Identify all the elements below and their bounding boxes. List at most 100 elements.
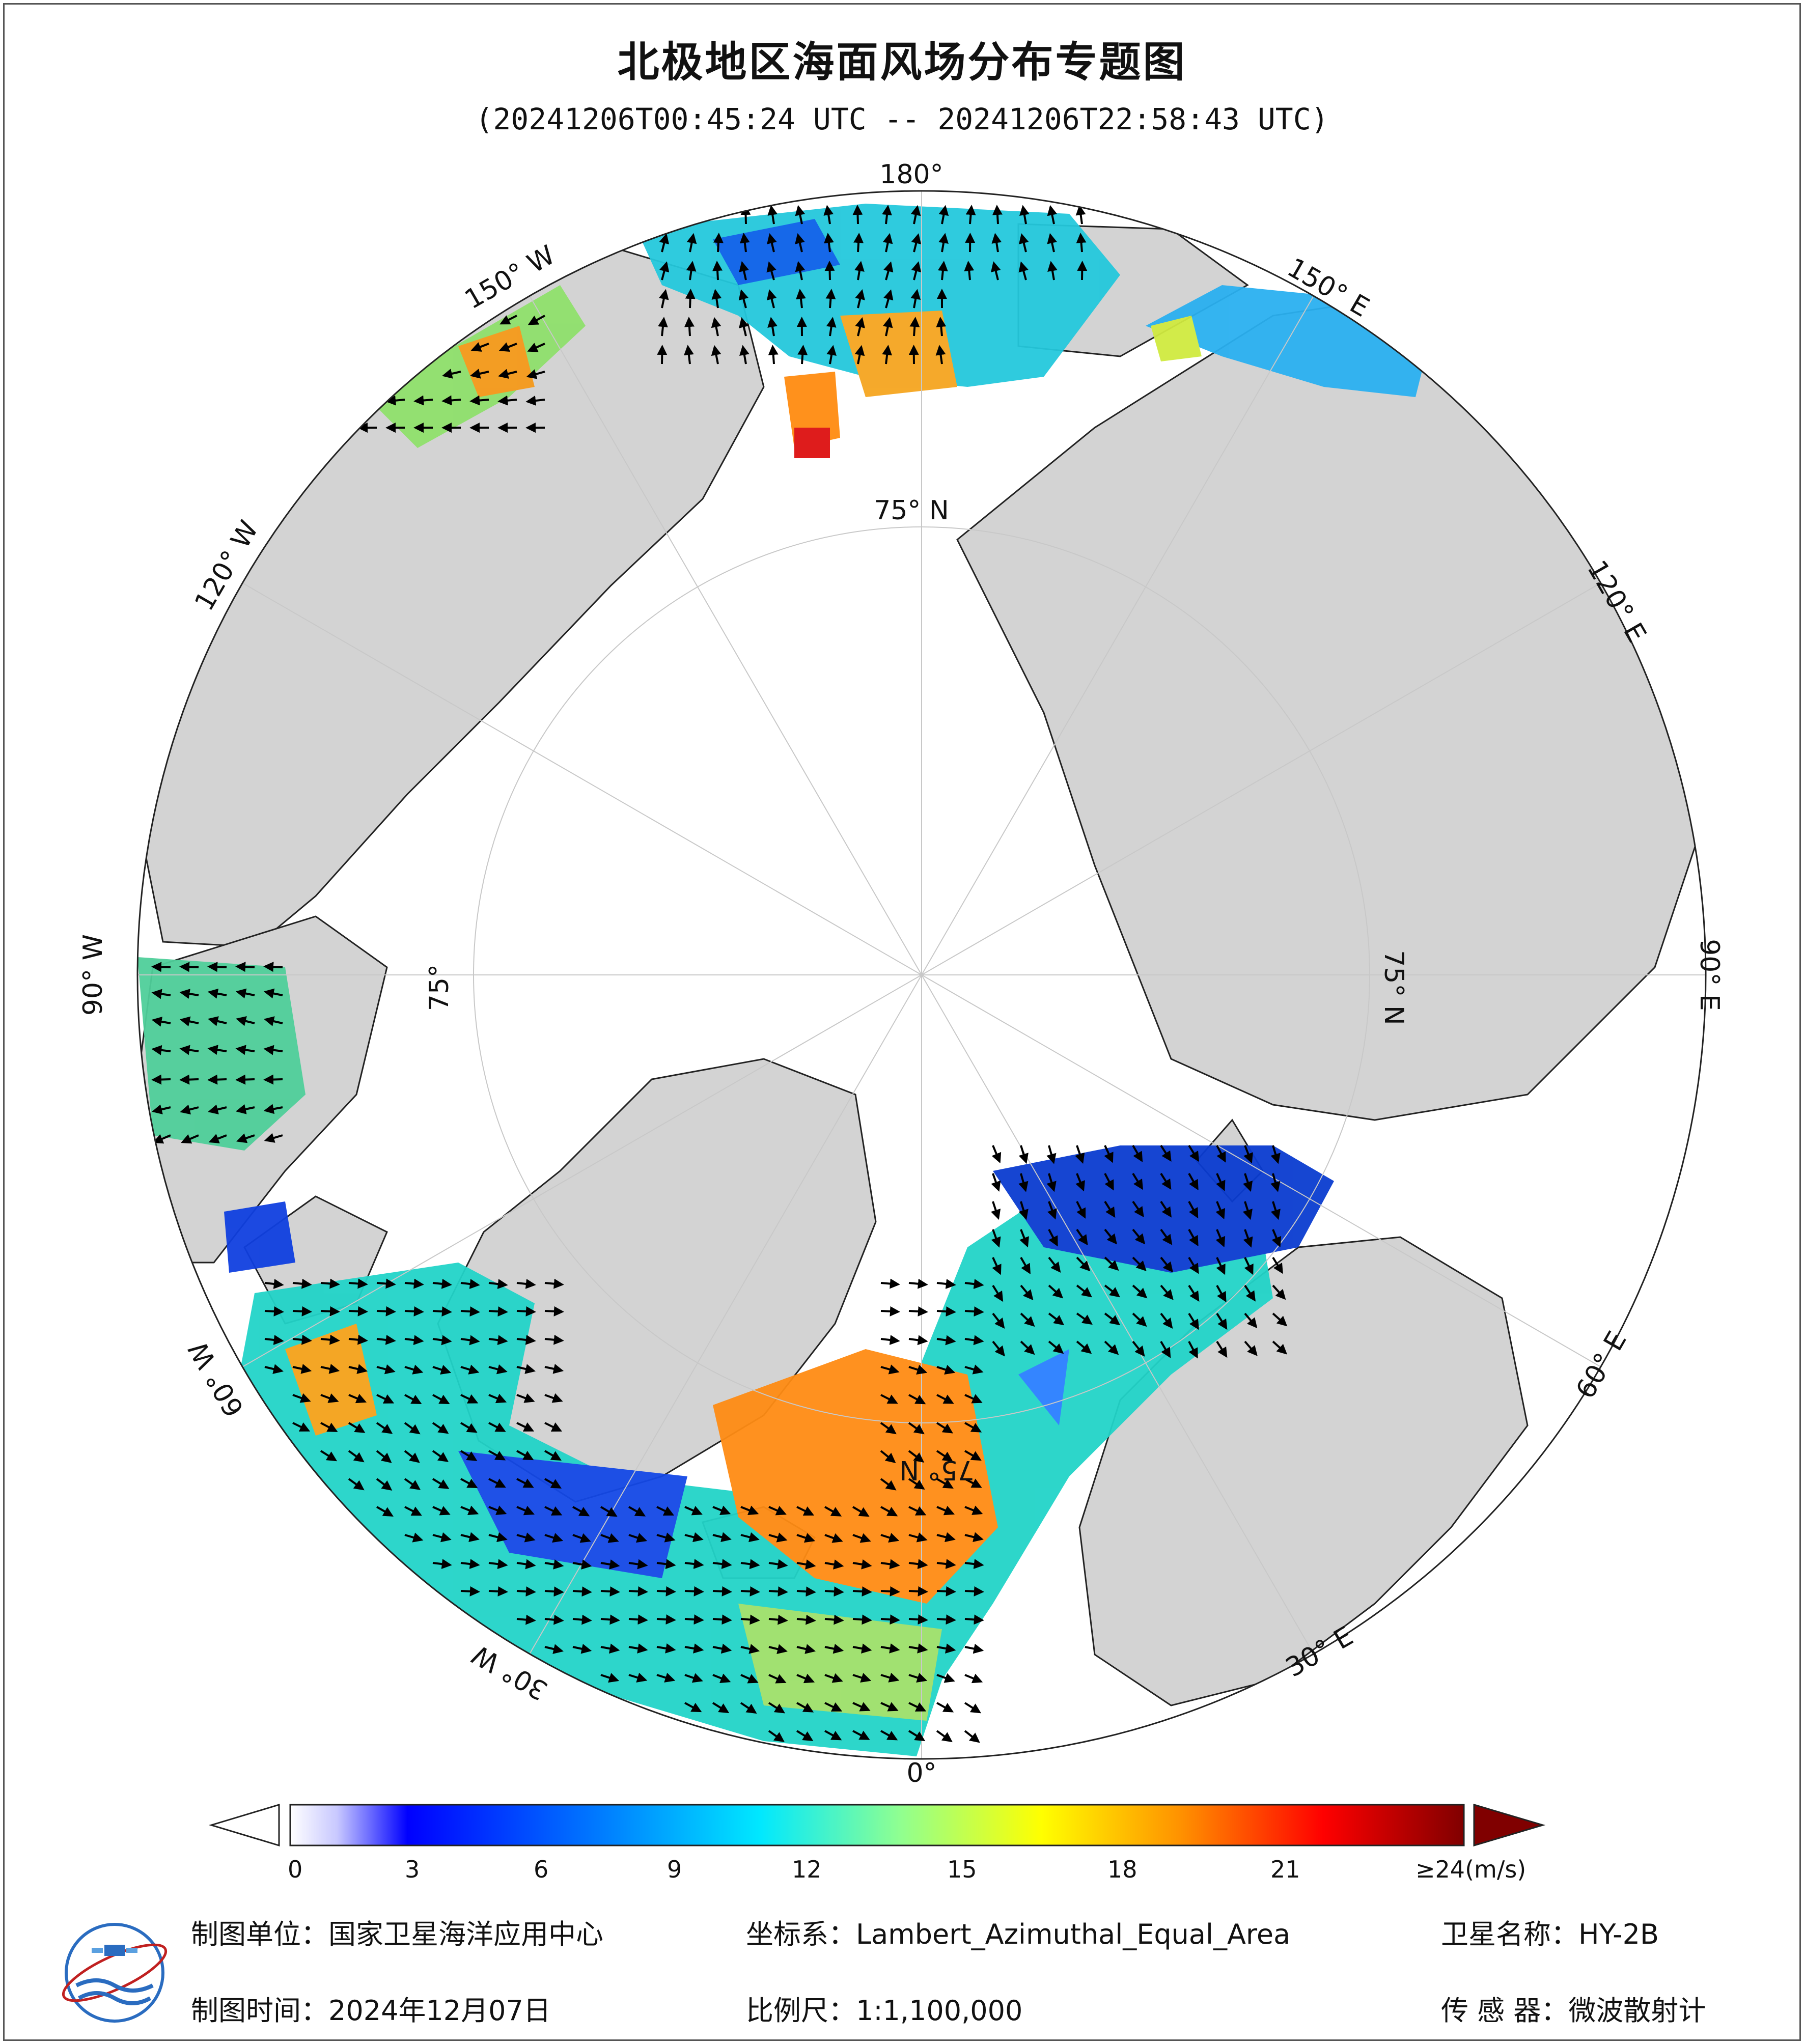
wind-arrow <box>824 1730 842 1741</box>
cb-tick-15: 15 <box>947 1856 977 1883</box>
wind-arrow <box>686 261 697 281</box>
lat-label-75n-top: 75° N <box>874 495 949 526</box>
cb-tick-0: 0 <box>288 1856 303 1883</box>
wind-arrow <box>488 1450 506 1461</box>
wind-arrow <box>656 1586 676 1597</box>
wind-arrow <box>768 1730 785 1743</box>
wind-arrow <box>404 1394 422 1405</box>
wind-arrow <box>376 1364 396 1375</box>
wind-arrow <box>1104 1312 1121 1326</box>
wind-arrow <box>908 1278 928 1289</box>
wind-arrow <box>600 1506 618 1517</box>
wind-arrow <box>544 1422 563 1432</box>
wind-arrow <box>516 1586 536 1597</box>
wind-arrow <box>348 1364 368 1374</box>
wind-arrow <box>516 1278 536 1289</box>
time-range: (20241206T00:45:24 UTC -- 20241206T22:58… <box>475 102 1329 136</box>
wind-arrow <box>936 1702 954 1713</box>
wind-arrow <box>908 1730 926 1742</box>
wind-arrow <box>910 205 921 225</box>
wind-arrow <box>964 1730 980 1743</box>
wind-arrow <box>1132 1256 1147 1272</box>
wind-arrow <box>348 1393 367 1404</box>
wind-arrow <box>964 1643 984 1654</box>
lat-label-75-left: 75° <box>424 964 455 1011</box>
wind-arrow <box>880 1364 900 1375</box>
wind-arrow <box>938 233 949 253</box>
wind-arrow <box>1160 1228 1173 1245</box>
wind-arrow <box>1020 1257 1031 1274</box>
wind-arrow <box>936 1614 956 1625</box>
wind-arrow <box>880 1306 900 1317</box>
wind-arrow <box>796 1533 816 1543</box>
wind-arrow <box>404 1306 424 1317</box>
wind-arrow <box>992 1284 1004 1302</box>
wind-arrow <box>235 1104 255 1114</box>
wind-arrow <box>1104 1145 1114 1163</box>
wind-arrow <box>908 1586 928 1597</box>
wind-arrow <box>936 1586 956 1597</box>
wind-arrow <box>1188 1312 1199 1330</box>
wind-arrow <box>404 1278 424 1289</box>
wind-arrow <box>991 1173 1001 1192</box>
wind-arrow <box>852 1506 870 1517</box>
wind-arrow <box>824 233 834 253</box>
wind-arrow <box>684 1505 703 1516</box>
lon-label-90w: 90° W <box>78 934 108 1016</box>
wind-arrow <box>320 1393 339 1403</box>
wind-arrow <box>1188 1201 1199 1219</box>
wind-arrow <box>1188 1284 1200 1302</box>
wind-arrow <box>964 261 975 281</box>
wind-arrow <box>712 1559 732 1570</box>
wind-arrow <box>855 317 865 337</box>
wind-arrow <box>404 1364 424 1375</box>
wind-arrow <box>659 261 670 281</box>
wind-arrow <box>1272 1312 1288 1327</box>
wind-arrow <box>628 1559 648 1570</box>
wind-arrow <box>488 1478 506 1488</box>
wind-arrow <box>1244 1284 1256 1302</box>
wind-arrow <box>852 1614 872 1625</box>
wind-arrow <box>1132 1144 1143 1162</box>
wind-arrow <box>1132 1284 1148 1299</box>
wind-arrow <box>767 205 778 225</box>
wind-arrow <box>740 1586 760 1597</box>
wind-arrow <box>796 1559 816 1570</box>
wind-arrow <box>936 1422 953 1434</box>
wind-arrow <box>768 1586 788 1597</box>
wind-arrow <box>684 1586 704 1597</box>
wind-arrow <box>516 1306 536 1317</box>
wind-arrow <box>1046 1145 1057 1164</box>
wind-arrow <box>964 1364 984 1375</box>
wind-arrow <box>499 315 517 325</box>
wind-arrow <box>796 1644 816 1654</box>
wind-arrow <box>992 1340 1005 1357</box>
wind-arrow <box>880 1278 900 1289</box>
wind-arrow <box>880 1559 900 1570</box>
wind-arrow <box>488 1532 508 1543</box>
wind-arrow <box>376 1306 396 1317</box>
wind-arrow <box>432 1394 450 1404</box>
wind-arrow <box>264 1279 284 1289</box>
wind-arrow <box>460 1559 480 1570</box>
wind-arrow <box>1160 1256 1173 1273</box>
wind-arrow <box>525 396 545 406</box>
wind-arrow <box>938 205 949 225</box>
wind-arrow <box>376 1422 393 1434</box>
wind-arrow <box>1019 205 1030 225</box>
wind-arrow <box>908 1506 927 1516</box>
wind-arrow <box>628 1586 648 1597</box>
wind-arrow <box>964 1673 983 1684</box>
wind-arrow <box>908 1702 927 1712</box>
wind-arrow <box>263 1045 283 1055</box>
wind-arrow <box>740 1702 757 1714</box>
wind-arrow <box>460 1478 478 1489</box>
wind-arrow <box>740 1505 759 1515</box>
wind-arrow <box>1020 1312 1035 1327</box>
wind-arrow <box>179 1016 199 1027</box>
wind-arrow <box>712 261 723 281</box>
wind-arrow <box>544 1644 564 1654</box>
wind-arrow <box>263 1074 283 1085</box>
wind-arrow <box>991 1201 1001 1220</box>
wind-arrow <box>376 1478 393 1491</box>
